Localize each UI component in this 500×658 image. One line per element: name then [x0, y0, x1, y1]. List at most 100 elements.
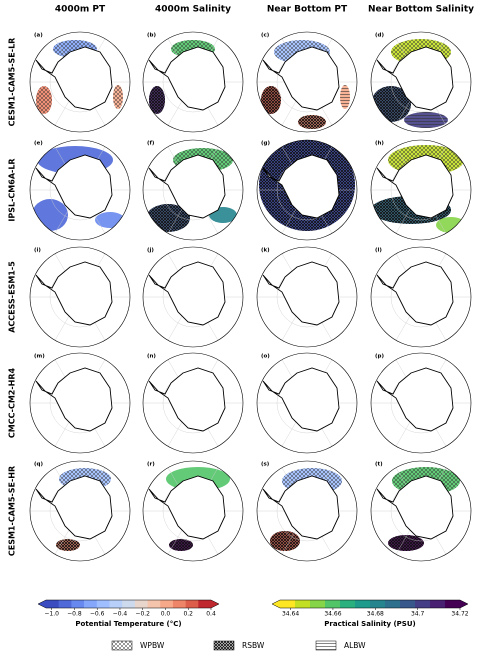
model-label: CMCC-CM2-HR4: [8, 367, 17, 438]
panel-letter: (s): [261, 462, 270, 468]
antarctica: [148, 475, 226, 540]
colorbar-extend: [211, 600, 219, 608]
map-panel: [256, 246, 358, 348]
hatch: [113, 85, 123, 109]
colorbar-tick-label: 34.7: [411, 611, 425, 618]
antarctica: [35, 475, 113, 540]
colorbar-tick-label: 34.64: [282, 611, 299, 618]
map-panel: [370, 139, 472, 241]
south-america: [371, 44, 379, 53]
colorbar-bin: [122, 600, 136, 608]
colorbar-tick-label: −0.2: [135, 611, 150, 618]
map-border: [142, 139, 244, 241]
panel-letter: (q): [34, 462, 43, 468]
south-america: [257, 44, 265, 53]
model-label: IPSL-CM6A-LR: [8, 158, 17, 221]
panel-letter: (f): [147, 141, 155, 147]
colorbar-bin: [198, 600, 212, 608]
colorbar-bin: [96, 600, 110, 608]
map-content: [143, 38, 243, 126]
map-content: [143, 359, 243, 447]
antarctica: [35, 367, 113, 432]
hatch: [36, 86, 52, 114]
colorbar-tick-label: −1.0: [44, 611, 59, 618]
map-border: [256, 31, 358, 133]
panel-letter: (c): [261, 33, 270, 39]
panel-letter: (g): [261, 141, 270, 147]
panel-letter: (k): [261, 248, 270, 254]
hatch: [270, 531, 300, 551]
colorbar-bin: [310, 600, 326, 608]
south-america: [143, 152, 151, 161]
map-panel: [29, 139, 131, 241]
colorbar-extend: [272, 600, 280, 608]
map-border: [256, 139, 358, 241]
south-america: [30, 473, 38, 482]
antarctica: [376, 261, 454, 326]
south-america: [371, 473, 379, 482]
map-panel: [142, 460, 244, 562]
colorbar-bin: [280, 600, 296, 608]
map-content: [371, 467, 471, 555]
panel-letter: (h): [375, 141, 384, 147]
colorbar-label: Potential Temperature (°C): [75, 620, 181, 628]
south-america: [143, 44, 151, 53]
antarctica: [148, 154, 226, 219]
map-panel: [142, 31, 244, 133]
colorbar-bin: [385, 600, 401, 608]
colorbar-label: Practical Salinity (PSU): [324, 620, 415, 628]
legend-label: ALBW: [344, 641, 366, 650]
map-panel: [29, 352, 131, 454]
south-america: [30, 152, 38, 161]
map-panel: [370, 246, 472, 348]
map-panel: [29, 460, 131, 562]
map-content: [30, 146, 130, 234]
colorbar-bin: [58, 600, 72, 608]
colorbar-bin: [134, 600, 148, 608]
map-panel: [370, 31, 472, 133]
antarctica: [35, 261, 113, 326]
colorbar-bin: [400, 600, 416, 608]
panel-letter: (b): [147, 33, 156, 39]
map-panel: [142, 352, 244, 454]
south-america: [143, 365, 151, 374]
colorbar-tick-label: −0.6: [90, 611, 105, 618]
legend-swatch: [213, 640, 235, 651]
south-america: [143, 259, 151, 268]
map-panel: [370, 352, 472, 454]
legend-swatch: [315, 640, 337, 651]
map-border: [142, 246, 244, 348]
map-panel: [256, 460, 358, 562]
map-border: [370, 246, 472, 348]
colorbar-tick-label: 0.2: [183, 611, 193, 618]
column-header: Near Bottom Salinity: [368, 5, 474, 15]
hatch: [298, 115, 326, 129]
map-border: [29, 460, 131, 562]
south-america: [371, 365, 379, 374]
colorbar-bin: [147, 600, 161, 608]
south-america: [30, 365, 38, 374]
south-america: [371, 259, 379, 268]
colorbar-tick-label: 34.68: [367, 611, 384, 618]
antarctica: [376, 154, 454, 219]
panel-letter: (o): [261, 354, 270, 360]
water-mass: [95, 212, 125, 228]
hatch: [404, 112, 448, 128]
antarctica: [35, 46, 113, 111]
colorbar-tick-label: 0.4: [206, 611, 216, 618]
model-label: ACCESS-ESM1-5: [8, 261, 17, 333]
south-america: [257, 152, 265, 161]
map-content: [143, 467, 243, 555]
map-panel: [256, 31, 358, 133]
map-content: [257, 467, 357, 555]
hatch: [261, 86, 281, 114]
colorbar-bin: [172, 600, 186, 608]
antarctica: [148, 261, 226, 326]
colorbar-bin: [370, 600, 386, 608]
south-america: [257, 365, 265, 374]
map-border: [256, 352, 358, 454]
antarctica: [148, 46, 226, 111]
south-america: [257, 473, 265, 482]
colorbar-bin: [160, 600, 174, 608]
